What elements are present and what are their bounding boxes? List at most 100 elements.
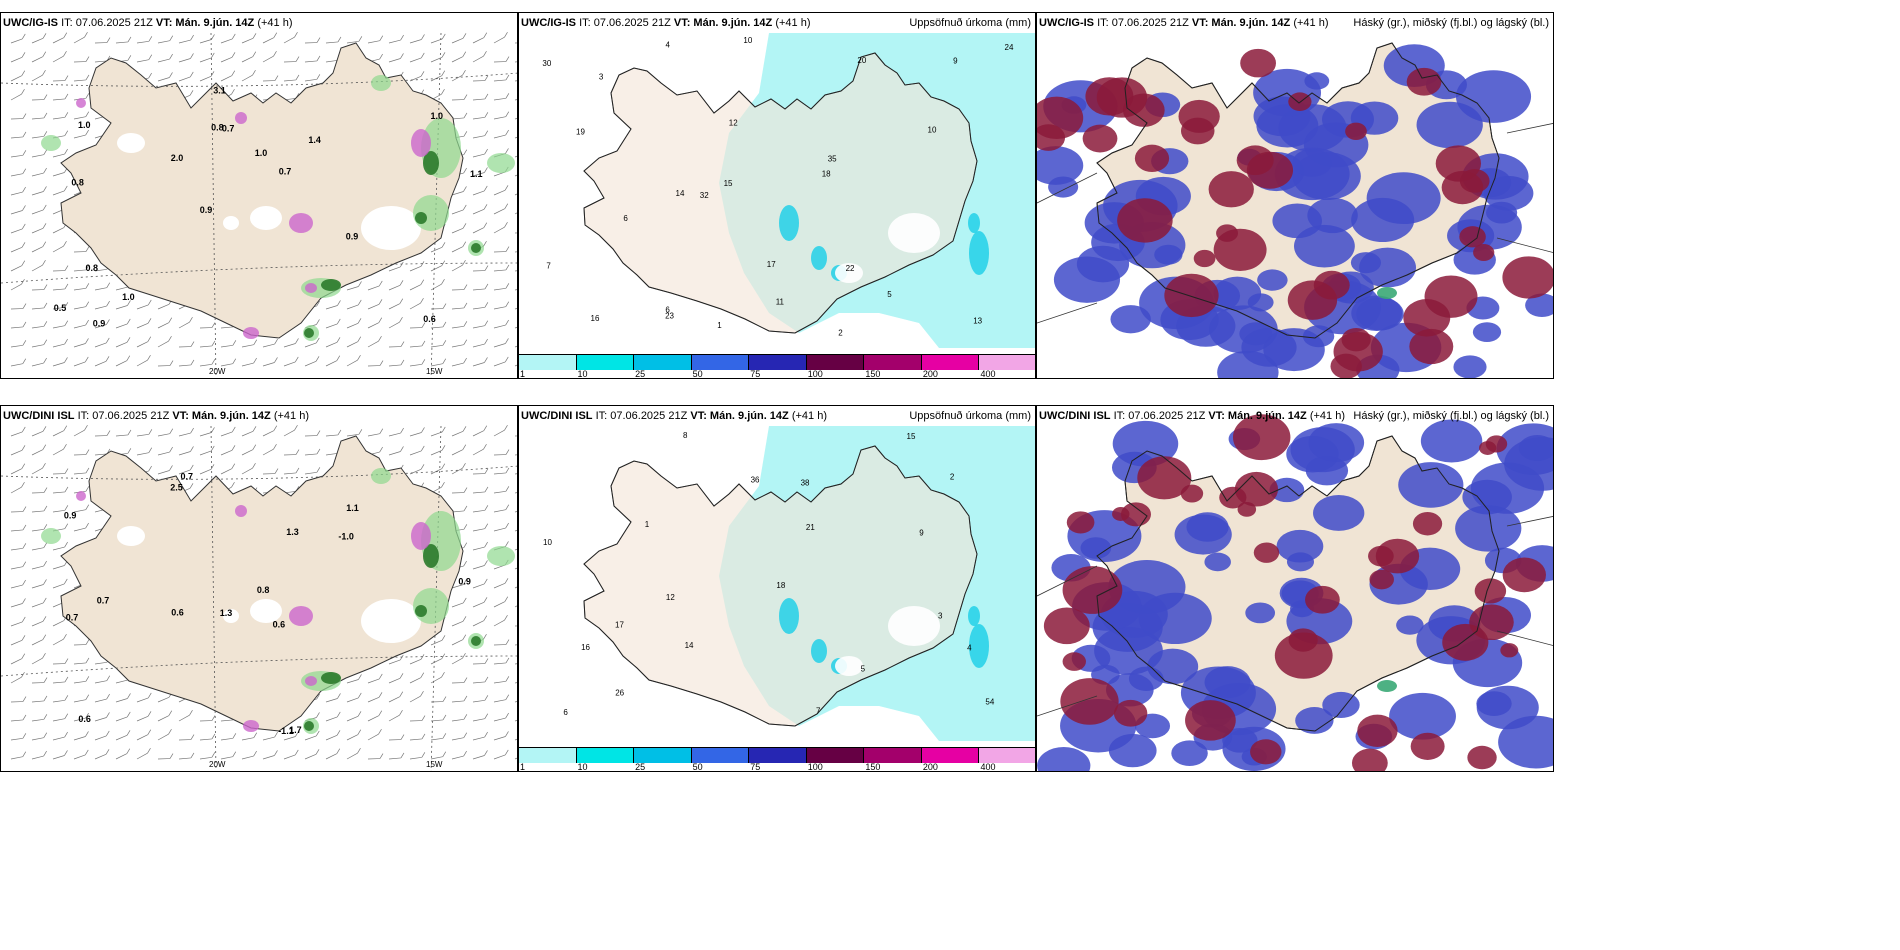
wind-barb bbox=[178, 321, 190, 329]
wind-barb-flag bbox=[64, 750, 68, 756]
panel-title: UWC/DINI ISL IT: 07.06.2025 21Z VT: Mán.… bbox=[521, 410, 827, 422]
wind-barb-flag bbox=[190, 427, 194, 434]
wind-barb-flag bbox=[64, 265, 69, 271]
wind-barb-flag bbox=[190, 752, 195, 759]
wind-barb-flag bbox=[505, 694, 510, 700]
precip-core bbox=[321, 672, 341, 684]
wind-barb bbox=[73, 306, 86, 310]
wind-barb bbox=[304, 735, 317, 741]
wind-barb bbox=[493, 97, 506, 101]
wind-barb bbox=[493, 601, 505, 608]
wind-value-label: 0.7 bbox=[222, 123, 235, 133]
wind-barb bbox=[52, 583, 65, 589]
cloud-layers bbox=[1037, 44, 1553, 378]
wind-barb bbox=[52, 546, 65, 551]
wind-barb bbox=[514, 701, 517, 703]
wind-barb bbox=[115, 753, 127, 760]
wind-barb bbox=[325, 434, 338, 437]
wind-barb-flag bbox=[421, 359, 426, 365]
wind-barb-flag bbox=[295, 731, 299, 737]
wind-barb-flag bbox=[148, 54, 153, 60]
precip-value-label: 15 bbox=[724, 179, 733, 188]
wind-barb bbox=[52, 55, 64, 63]
precip-value-label: 30 bbox=[542, 59, 551, 68]
wind-barb bbox=[388, 58, 401, 63]
colorbar-tick-label: 75 bbox=[750, 762, 761, 772]
glacier bbox=[117, 133, 145, 153]
wind-barb-flag bbox=[441, 672, 445, 678]
wind-barb-flag bbox=[483, 444, 487, 450]
wind-barb-flag bbox=[63, 444, 67, 450]
wind-barb-flag bbox=[379, 360, 384, 366]
wind-barb bbox=[52, 565, 65, 570]
wind-barb-flag bbox=[463, 284, 468, 290]
wind-barb-flag bbox=[484, 695, 489, 701]
wind-barb-flag bbox=[43, 505, 48, 512]
wind-barb bbox=[157, 433, 170, 437]
wind-barb-flag bbox=[126, 748, 131, 754]
wind-barb-flag bbox=[358, 674, 362, 680]
wind-barb-flag bbox=[21, 426, 26, 433]
wind-barb bbox=[241, 56, 253, 63]
wind-barb bbox=[94, 360, 107, 367]
lat-line bbox=[1, 655, 517, 677]
wind-barb bbox=[493, 429, 505, 437]
wind-barb bbox=[31, 602, 44, 608]
wind-panel-dini: UWC/DINI ISL IT: 07.06.2025 21Z VT: Mán.… bbox=[0, 405, 518, 772]
colorbar-tick-label: 10 bbox=[577, 369, 588, 379]
wind-barb-flag bbox=[378, 710, 383, 716]
projection-lines bbox=[1037, 123, 1553, 324]
precip-value-label: 14 bbox=[676, 189, 685, 198]
wind-barb-flag bbox=[85, 283, 90, 289]
cloud-layers bbox=[1037, 414, 1553, 771]
wind-barb-flag bbox=[211, 752, 216, 758]
shower-patch bbox=[289, 606, 313, 626]
panel-subtitle: Háský (gr.), miðský (fj.bl.) og lágský (… bbox=[1353, 17, 1549, 29]
high-cloud bbox=[1164, 273, 1219, 318]
wind-barb bbox=[157, 340, 169, 348]
precip-value-label: 20 bbox=[857, 56, 866, 65]
wind-barb-flag bbox=[505, 504, 510, 510]
wind-barb bbox=[514, 663, 517, 665]
wind-barb-flag bbox=[505, 301, 510, 307]
wind-barb bbox=[220, 756, 233, 760]
wind-barb bbox=[157, 40, 170, 44]
wind-barb bbox=[514, 644, 517, 646]
mid-cloud bbox=[1110, 305, 1151, 334]
wind-barb-flag bbox=[463, 112, 468, 119]
wind-barb bbox=[241, 74, 253, 82]
wind-barb-flag bbox=[85, 246, 90, 252]
wind-barb bbox=[430, 326, 443, 329]
shower-patch bbox=[411, 522, 431, 550]
panel-title: UWC/IG-IS IT: 07.06.2025 21Z VT: Mán. 9.… bbox=[3, 17, 293, 29]
wind-barb-flag bbox=[316, 430, 321, 436]
wind-barb-flag bbox=[105, 749, 110, 755]
high-cloud bbox=[1500, 643, 1519, 658]
wind-barb-flag bbox=[21, 279, 25, 285]
wind-barb-flag bbox=[22, 733, 27, 739]
precip-area-heavy bbox=[811, 639, 827, 663]
shower-patch bbox=[235, 505, 247, 517]
mid-cloud bbox=[1455, 505, 1522, 552]
wind-barb bbox=[157, 322, 169, 329]
wind-barb-flag bbox=[315, 730, 320, 737]
wind-barb bbox=[10, 719, 23, 722]
wind-barb bbox=[514, 511, 517, 513]
precip-value-label: 15 bbox=[907, 432, 916, 441]
wind-barb bbox=[493, 680, 506, 684]
wind-value-label: 0.7 bbox=[279, 167, 292, 177]
precip-patch bbox=[41, 135, 61, 151]
precip-value-label: 14 bbox=[685, 641, 694, 650]
wind-barb-flag bbox=[378, 299, 383, 305]
wind-barb bbox=[388, 266, 401, 272]
precip-value-label: 18 bbox=[822, 170, 831, 179]
low-cloud bbox=[1377, 680, 1397, 692]
wind-barb bbox=[94, 60, 107, 63]
colorbar-tick-label: 25 bbox=[635, 369, 646, 379]
wind-barb-flag bbox=[232, 340, 237, 346]
precip-panel-dini: UWC/DINI ISL IT: 07.06.2025 21Z VT: Mán.… bbox=[518, 405, 1036, 772]
wind-barb bbox=[493, 754, 506, 760]
wind-barb-flag bbox=[505, 246, 510, 252]
wind-barb bbox=[514, 289, 517, 291]
wind-value-label: 0.9 bbox=[200, 205, 213, 215]
